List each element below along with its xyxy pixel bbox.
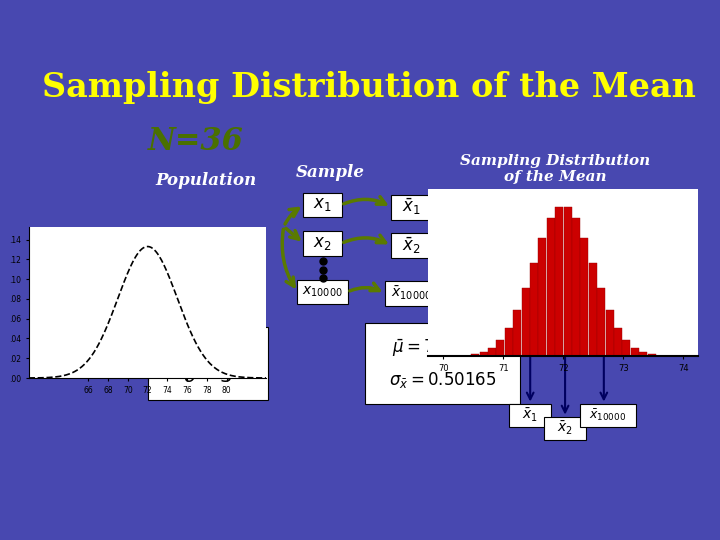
- Bar: [530, 263, 538, 356]
- Bar: [639, 352, 647, 356]
- FancyBboxPatch shape: [580, 403, 636, 427]
- FancyBboxPatch shape: [509, 403, 551, 427]
- Text: $\bar{x}_{10000}$: $\bar{x}_{10000}$: [391, 285, 432, 302]
- FancyBboxPatch shape: [148, 327, 269, 400]
- Bar: [564, 207, 572, 356]
- Text: $x_1$: $x_1$: [313, 197, 332, 213]
- Bar: [631, 348, 639, 356]
- Bar: [505, 328, 513, 356]
- Bar: [647, 354, 656, 356]
- FancyBboxPatch shape: [391, 233, 433, 258]
- Text: $\sigma_{\bar{x}} = 0.50165$: $\sigma_{\bar{x}} = 0.50165$: [389, 370, 496, 390]
- FancyBboxPatch shape: [297, 280, 348, 304]
- Text: Sampling Distribution of the Mean: Sampling Distribution of the Mean: [42, 71, 696, 104]
- Text: $\bar{\mu} = 72.0146$: $\bar{\mu} = 72.0146$: [392, 338, 493, 359]
- Text: $\bar{x}_2$: $\bar{x}_2$: [402, 235, 421, 256]
- Bar: [622, 340, 631, 356]
- Text: $\sigma = 3$: $\sigma = 3$: [183, 368, 233, 386]
- Bar: [555, 207, 563, 356]
- FancyBboxPatch shape: [365, 323, 520, 403]
- Bar: [463, 355, 471, 356]
- Bar: [614, 328, 622, 356]
- Text: $\mu = 72$: $\mu = 72$: [177, 335, 238, 357]
- FancyBboxPatch shape: [303, 231, 342, 256]
- Bar: [606, 310, 613, 356]
- Bar: [471, 354, 480, 356]
- FancyBboxPatch shape: [544, 417, 586, 440]
- Text: $\bar{x}_1$: $\bar{x}_1$: [522, 407, 538, 424]
- Bar: [539, 238, 546, 356]
- Bar: [589, 263, 597, 356]
- Text: Population: Population: [156, 172, 257, 189]
- Text: $\bar{x}_{10000}$: $\bar{x}_{10000}$: [589, 407, 626, 423]
- Bar: [521, 288, 530, 356]
- Text: Sampling Distribution
of the Mean: Sampling Distribution of the Mean: [460, 154, 650, 184]
- Bar: [572, 218, 580, 356]
- FancyBboxPatch shape: [384, 281, 438, 306]
- Text: $x_2$: $x_2$: [313, 235, 332, 252]
- Bar: [546, 218, 555, 356]
- Bar: [597, 288, 606, 356]
- Bar: [513, 310, 521, 356]
- Bar: [488, 348, 496, 356]
- Bar: [496, 340, 505, 356]
- Bar: [480, 352, 487, 356]
- Text: Sample: Sample: [296, 164, 365, 181]
- Text: $\bar{x}_1$: $\bar{x}_1$: [402, 197, 421, 218]
- FancyBboxPatch shape: [303, 193, 342, 217]
- Text: $x_{10000}$: $x_{10000}$: [302, 285, 343, 299]
- Text: $\bar{x}_2$: $\bar{x}_2$: [557, 420, 573, 437]
- FancyBboxPatch shape: [391, 195, 433, 220]
- Text: N=36: N=36: [148, 126, 244, 157]
- Bar: [580, 238, 588, 356]
- Bar: [656, 355, 664, 356]
